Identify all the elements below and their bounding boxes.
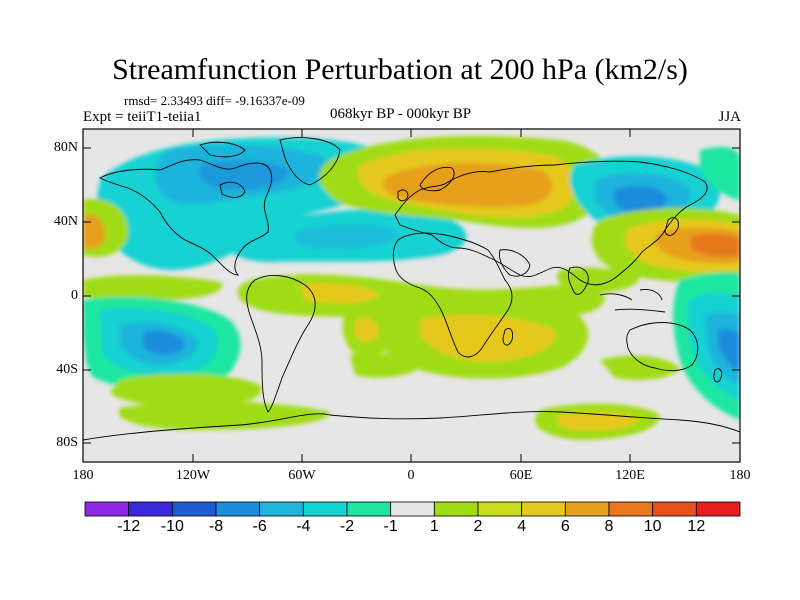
coastlines xyxy=(83,137,740,441)
coast-arctic-islands xyxy=(199,141,246,158)
colorbar-label: -4 xyxy=(296,518,311,535)
x-tick-0: 0 xyxy=(407,468,415,483)
colorbar-label: 6 xyxy=(560,518,570,535)
y-tick-40n: 40N xyxy=(53,214,78,229)
colorbar-swatch xyxy=(695,501,741,517)
colorbar-swatch xyxy=(564,501,610,517)
tick-marks xyxy=(83,129,740,462)
colorbar-swatch xyxy=(84,501,130,517)
y-tick-40s: 40S xyxy=(56,362,78,377)
colorbar-label: -10 xyxy=(160,518,184,535)
colorbar-swatch xyxy=(390,501,435,517)
y-tick-80s: 80S xyxy=(56,435,78,450)
colorbar-label: 10 xyxy=(643,518,662,535)
season-label: JJA xyxy=(718,109,741,125)
coast-indonesia xyxy=(599,289,666,313)
colorbar-label: -1 xyxy=(383,518,398,535)
x-tick-60w: 60W xyxy=(288,468,316,483)
coast-australia xyxy=(626,322,699,372)
colorbar-swatch xyxy=(608,501,654,517)
colorbar-label: -8 xyxy=(208,518,224,535)
colorbar-label: -2 xyxy=(339,518,355,535)
colorbar-swatch xyxy=(346,501,392,517)
x-tick-180e: 180 xyxy=(729,468,751,483)
colorbar-swatch xyxy=(302,501,348,517)
map-title: Streamfunction Perturbation at 200 hPa (… xyxy=(112,53,688,86)
colorbar-swatch xyxy=(259,501,304,517)
coast-antarctica xyxy=(83,411,740,441)
coast-india xyxy=(567,266,589,295)
contour-field xyxy=(83,136,740,440)
coast-new-zealand xyxy=(713,368,723,383)
colorbar-swatch xyxy=(433,501,479,517)
colorbar-swatch xyxy=(215,501,261,517)
coast-arabia xyxy=(499,249,531,277)
colorbar-label: 8 xyxy=(604,518,614,535)
coast-south-america xyxy=(246,274,316,413)
colorbar-swatch xyxy=(128,501,173,517)
colorbar-label: -12 xyxy=(117,518,141,535)
coast-north-america xyxy=(99,159,273,276)
colorbar xyxy=(84,501,741,517)
x-tick-60e: 60E xyxy=(509,468,533,483)
coast-scandinavia xyxy=(419,166,455,192)
coast-hudson-bay xyxy=(219,181,246,198)
colorbar-swatch xyxy=(171,501,217,517)
x-tick-180w: 180 xyxy=(72,468,94,483)
colorbar-swatch xyxy=(521,501,566,517)
coast-greenland xyxy=(279,137,341,186)
period-label: 068kyr BP - 000kyr BP xyxy=(330,106,472,122)
coast-japan xyxy=(664,217,679,236)
colorbar-label: 4 xyxy=(517,518,527,535)
coast-madagascar xyxy=(502,328,513,346)
experiment-label: Expt = teiiT1-teiia1 xyxy=(83,109,202,125)
colorbar-label: 12 xyxy=(687,518,706,535)
y-tick-80n: 80N xyxy=(53,140,78,155)
colorbar-label: -6 xyxy=(252,518,267,535)
y-tick-0: 0 xyxy=(71,288,78,303)
x-tick-120w: 120W xyxy=(175,468,211,483)
rmsd-diff-label: rmsd= 2.33493 diff= -9.16337e-09 xyxy=(124,93,305,108)
colorbar-label: 2 xyxy=(473,518,483,535)
colorbar-swatch xyxy=(477,501,523,517)
coast-eurasia xyxy=(394,160,708,286)
x-tick-120e: 120E xyxy=(615,468,645,483)
colorbar-label: 1 xyxy=(429,518,439,535)
map-area xyxy=(83,129,740,462)
coast-africa xyxy=(392,232,513,358)
colorbar-swatch xyxy=(652,501,697,517)
coast-uk xyxy=(397,189,409,202)
